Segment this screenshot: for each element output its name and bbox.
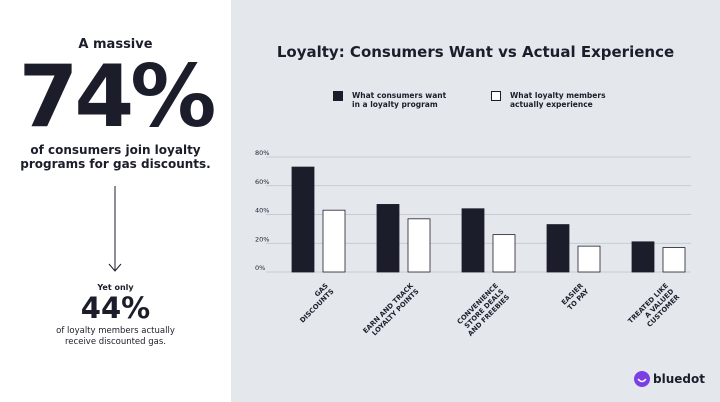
- intro-text: A massive: [78, 37, 153, 52]
- bar-want: [376, 204, 400, 273]
- small-stat-description-line: receive discounted gas.: [65, 337, 166, 347]
- bar-experience: [662, 247, 686, 273]
- bar-experience: [322, 209, 346, 273]
- legend-label: What loyalty members actually experience: [510, 91, 640, 109]
- big-stat-description-line: programs for gas discounts.: [20, 157, 211, 171]
- small-stat: 44%: [80, 291, 151, 325]
- small-stat-description-line: of loyalty members actually: [56, 326, 175, 336]
- y-tick-label: 40%: [255, 207, 269, 215]
- legend-swatch-light: [491, 91, 501, 101]
- bar-want: [291, 166, 315, 273]
- legend-label-line: What loyalty members: [510, 91, 606, 100]
- big-stat-description: of consumers join loyalty programs for g…: [0, 143, 231, 171]
- arrow-down-icon: [108, 186, 122, 272]
- legend-label-line: What consumers want: [352, 91, 447, 100]
- chart-title: Loyalty: Consumers Want vs Actual Experi…: [276, 43, 675, 61]
- bar-want: [631, 241, 655, 273]
- y-tick-label: 60%: [255, 178, 269, 186]
- big-stat: 74%: [18, 47, 217, 147]
- bluedot-logo: bluedot: [634, 371, 705, 387]
- legend-label-line: in a loyalty program: [352, 100, 438, 109]
- x-category-label: CONVENIENCESTORE DEALSAND FREEBIES: [455, 282, 511, 338]
- bluedot-logo-text: bluedot: [653, 372, 705, 386]
- x-category-label: EASIERTO PAY: [560, 281, 591, 312]
- legend-item-want: What consumers want in a loyalty program: [333, 91, 482, 109]
- small-stat-description: of loyalty members actually receive disc…: [0, 326, 231, 348]
- legend-swatch-dark: [333, 91, 343, 101]
- bluedot-logo-icon: [634, 371, 650, 387]
- x-category-label: TREATED LIKEA VALUEDCUSTOMER: [627, 281, 682, 336]
- legend-item-experience: What loyalty members actually experience: [491, 91, 640, 109]
- y-tick-label: 0%: [255, 264, 265, 272]
- bar-want: [546, 224, 570, 273]
- bar-chart: 0% 20% 40% 60% 80% GASDISCOUNTS EARN AND TRACK…: [255, 149, 691, 341]
- legend-label-line: actually experience: [510, 100, 593, 109]
- yet-only-text: Yet only: [97, 283, 134, 292]
- x-category-label: GASDISCOUNTS: [293, 282, 336, 325]
- y-tick-label: 80%: [255, 149, 269, 157]
- bar-experience: [492, 234, 516, 273]
- bar-experience: [407, 218, 431, 273]
- big-stat-description-line: of consumers join loyalty: [30, 143, 201, 157]
- x-category-label: EARN AND TRACKLOYALTY POINTS: [361, 281, 421, 341]
- legend-label: What consumers want in a loyalty program: [352, 91, 482, 109]
- bar-experience: [577, 245, 601, 273]
- y-tick-label: 20%: [255, 235, 269, 243]
- bar-want: [461, 208, 485, 273]
